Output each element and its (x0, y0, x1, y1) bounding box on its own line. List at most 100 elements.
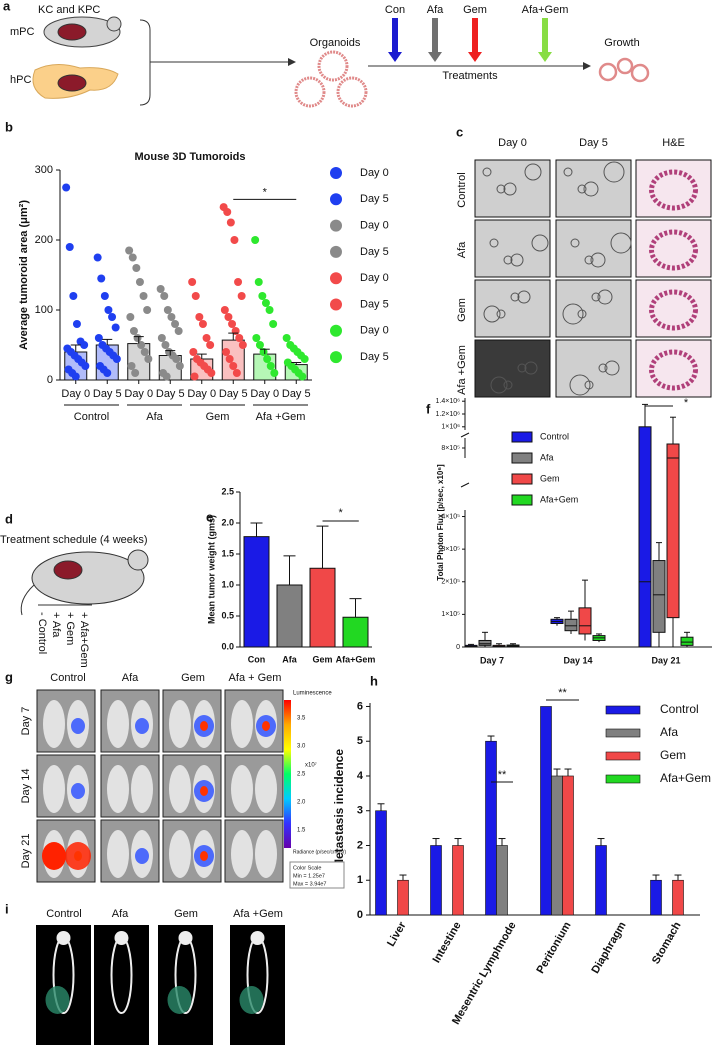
bar (243, 536, 270, 648)
chart-title: Mouse 3D Tumoroids (134, 151, 245, 163)
legend-label: Day 5 (360, 193, 389, 205)
y-tick-label: 200 (35, 234, 53, 246)
data-point (128, 253, 137, 262)
legend-marker (330, 351, 342, 364)
bar (397, 879, 409, 916)
column-header: Day 0 (498, 137, 527, 149)
y-tick-label: 1.0 (221, 579, 234, 589)
legend-marker (330, 272, 342, 285)
data-point (162, 372, 171, 381)
y-tick-label: 100 (35, 304, 53, 316)
data-point (127, 362, 136, 370)
data-point (220, 306, 229, 314)
y-tick-label: 2×10⁵ (441, 579, 460, 586)
signal (135, 718, 149, 734)
y-tick-label: 1.5 (221, 548, 234, 558)
data-point (195, 313, 204, 321)
data-point (251, 236, 260, 244)
panel-label: e (206, 509, 213, 524)
x-tick-label: Day 14 (563, 655, 592, 665)
data-point (160, 292, 169, 300)
bar (551, 775, 563, 916)
panel-label: c (456, 124, 463, 139)
data-point (252, 334, 261, 342)
group-label: Control (74, 411, 109, 423)
data-point (81, 362, 90, 370)
schedule: Treatment schedule (4 weeks) - Control +… (0, 534, 149, 668)
legend-swatch (605, 774, 641, 784)
organoid (524, 163, 542, 181)
panel-label: d (5, 511, 13, 526)
organoid (317, 50, 349, 82)
bar (452, 845, 464, 916)
colorbar-tick-label: 2.0 (297, 800, 306, 806)
row-label: Gem (456, 298, 468, 322)
data-point (135, 278, 144, 286)
box (564, 618, 578, 632)
column-header: Afa +Gem (233, 908, 283, 920)
legend-marker (330, 219, 342, 232)
signal (71, 718, 85, 734)
data-point (234, 278, 243, 286)
bar (342, 616, 369, 648)
mouse (43, 765, 65, 813)
color-scale-min: Min = 1.25e7 (293, 873, 325, 879)
panel-label: i (5, 901, 9, 916)
data-point (229, 362, 238, 370)
x-tick-label: Day 0 (124, 388, 153, 400)
data-point (171, 320, 180, 328)
data-point (133, 334, 142, 342)
column-header: Afa (112, 908, 129, 920)
significance-label: * (263, 186, 268, 198)
y-tick-label: 1×10⁵ (441, 611, 460, 618)
y-tick-label: 0 (47, 374, 53, 386)
y-tick-label: 1.2×10⁶ (436, 411, 461, 418)
legend-label: Day 5 (360, 246, 389, 258)
column-header: Control (46, 908, 81, 920)
data-point (112, 355, 121, 363)
data-point (223, 208, 232, 216)
organoid (584, 255, 594, 265)
label: Treatments (442, 70, 498, 82)
group-label: + Gem (64, 612, 76, 645)
data-point (131, 369, 140, 377)
row-label: Afa +Gem (456, 345, 468, 395)
colorbar-title: Luminescence (293, 691, 332, 697)
organoid (610, 232, 632, 254)
y-tick-label: 3 (357, 805, 363, 817)
x-tick-label: Liver (385, 919, 409, 948)
organoid (569, 374, 591, 396)
color-scale-max: Max = 3.94e7 (293, 881, 326, 887)
data-point (226, 218, 235, 227)
y-axis-label: Total Photon Flux [p/sec, x10⁶] (436, 464, 445, 581)
organoid (517, 290, 531, 304)
schedule-title: Treatment schedule (4 weeks) (0, 534, 148, 546)
y-tick-label: 1 (357, 874, 363, 886)
y-axis-label: Mean tumor weight (gms) (206, 515, 216, 624)
data-point (225, 355, 234, 363)
mouse (231, 765, 253, 813)
data-point (93, 253, 102, 262)
group-label: - Control (36, 612, 48, 654)
bar (496, 845, 508, 916)
data-point (188, 278, 197, 286)
x-tick-label: Day 5 (219, 388, 248, 400)
x-tick-label: Day 5 (93, 388, 122, 400)
significance-label: ** (558, 687, 567, 699)
mouse (43, 700, 65, 748)
x-tick-label: Con (248, 654, 266, 664)
colorbar-exponent: x10⁷ (305, 762, 317, 769)
group-label: Afa (146, 411, 163, 423)
data-point (65, 243, 74, 251)
y-tick-label: 0.5 (221, 610, 234, 620)
mouse (231, 830, 253, 878)
legend-swatch (511, 452, 533, 464)
organoid (604, 360, 620, 376)
mouse (131, 765, 153, 813)
organoid (603, 161, 625, 183)
organoid (336, 76, 368, 108)
x-tick-label: Mesentric Lymphnode (450, 920, 519, 1027)
legend-swatch (605, 705, 641, 715)
organoid (562, 303, 584, 325)
signal (71, 783, 85, 799)
